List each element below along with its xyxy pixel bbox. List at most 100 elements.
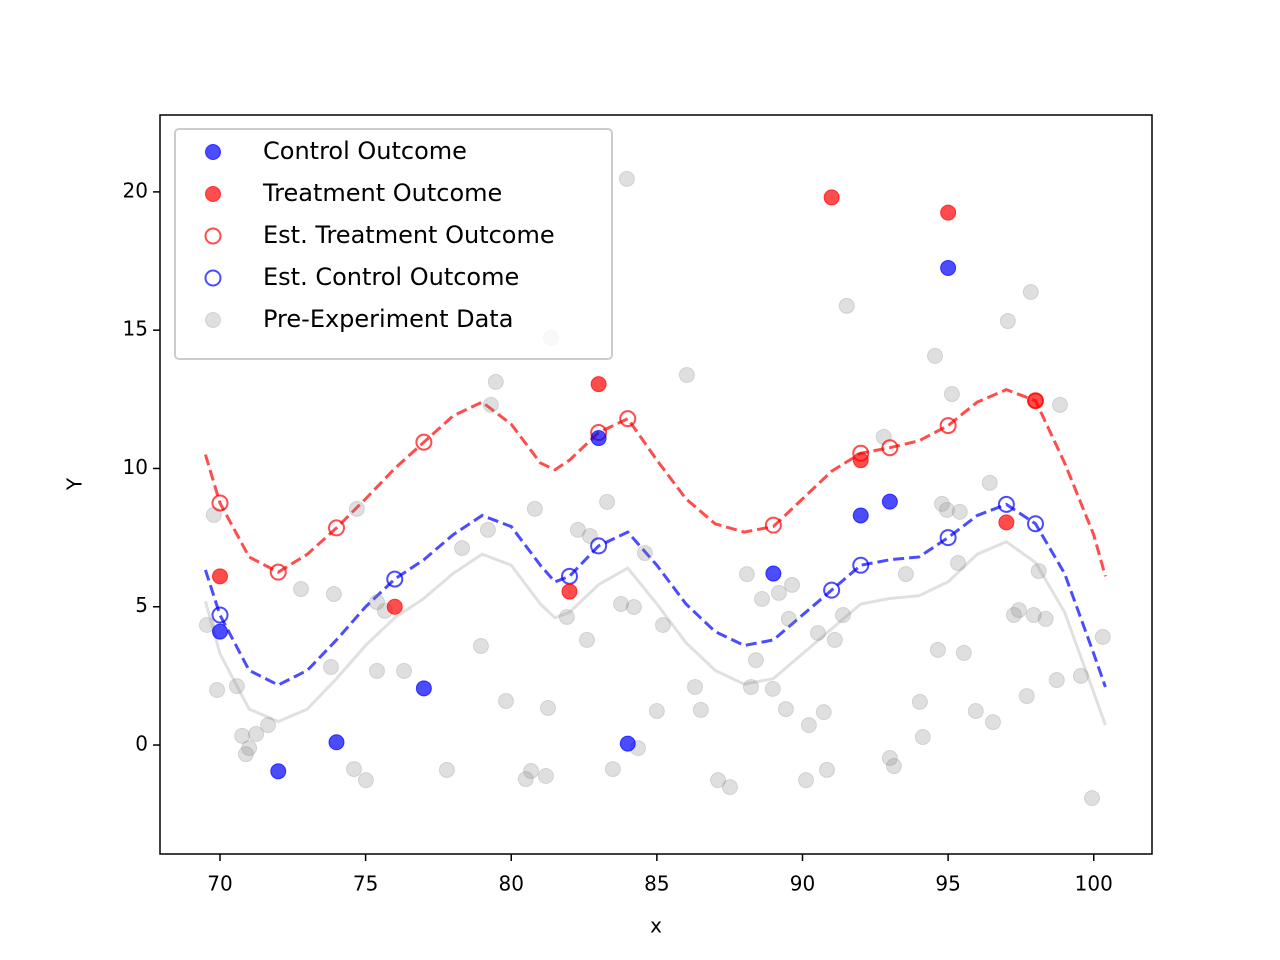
point: [386, 570, 404, 588]
point: [269, 563, 287, 581]
point: [738, 566, 755, 583]
y-tick-label: 20: [123, 178, 148, 202]
legend-label: Pre-Experiment Data: [263, 305, 513, 333]
point: [1025, 607, 1042, 624]
point: [581, 527, 598, 544]
point: [1037, 610, 1054, 627]
point: [357, 772, 374, 789]
point: [939, 417, 957, 435]
point: [1084, 790, 1101, 807]
point: [498, 693, 515, 710]
point: [1072, 667, 1089, 684]
legend-marker: [204, 227, 222, 245]
point: [951, 503, 968, 520]
point: [211, 568, 228, 585]
point: [560, 567, 578, 585]
point: [929, 641, 946, 658]
point: [934, 495, 951, 512]
point: [479, 521, 496, 538]
y-axis-label: Y: [63, 477, 87, 491]
point: [1051, 396, 1068, 413]
point: [211, 623, 228, 640]
point: [348, 500, 365, 517]
x-tick-label: 70: [207, 872, 232, 896]
point: [823, 581, 841, 599]
point: [852, 556, 870, 574]
point: [619, 735, 636, 752]
point: [438, 761, 455, 778]
point: [590, 430, 607, 447]
point: [911, 693, 928, 710]
point: [590, 537, 608, 555]
legend-box: [174, 128, 613, 360]
point: [797, 772, 814, 789]
point: [777, 701, 794, 718]
point: [938, 501, 955, 518]
point: [292, 581, 309, 598]
point: [539, 699, 556, 716]
point: [234, 727, 251, 744]
point: [325, 586, 342, 603]
point: [881, 750, 898, 767]
x-axis-label: x: [650, 914, 662, 938]
point: [248, 725, 265, 742]
point: [396, 662, 413, 679]
point: [721, 779, 738, 796]
point: [618, 170, 635, 187]
point: [997, 495, 1015, 513]
point: [636, 545, 653, 562]
point: [881, 493, 898, 510]
point: [599, 493, 616, 510]
point: [765, 565, 782, 582]
point: [228, 678, 245, 695]
point: [815, 704, 832, 721]
point: [838, 297, 855, 314]
legend: Control Outcome Treatment Outcome Est. Tre…: [174, 128, 613, 360]
point: [415, 433, 433, 451]
point: [687, 678, 704, 695]
point: [984, 714, 1001, 731]
point: [482, 396, 499, 413]
point: [764, 516, 782, 534]
point: [834, 607, 851, 624]
point: [710, 772, 727, 789]
point: [590, 376, 607, 393]
point: [950, 555, 967, 572]
point: [1094, 628, 1111, 645]
point: [940, 204, 957, 221]
y-tick-label: 10: [123, 455, 148, 479]
x-tick-label: 85: [644, 872, 669, 896]
point: [327, 519, 345, 537]
point: [897, 566, 914, 583]
point: [613, 595, 630, 612]
point: [742, 678, 759, 695]
x-tick-label: 95: [935, 872, 960, 896]
point: [454, 540, 471, 557]
point: [654, 616, 671, 633]
point: [322, 659, 339, 676]
point: [209, 681, 226, 698]
point: [998, 514, 1015, 531]
point: [1018, 688, 1035, 705]
legend-label: Est. Treatment Outcome: [263, 221, 555, 249]
point: [415, 680, 432, 697]
point: [852, 507, 869, 524]
point: [800, 717, 817, 734]
plot-frame: [159, 114, 1153, 855]
point: [260, 717, 277, 734]
point: [940, 259, 957, 276]
x-tick-label: 100: [1075, 872, 1113, 896]
point: [237, 746, 254, 763]
point: [818, 761, 835, 778]
point: [368, 594, 385, 611]
point: [648, 703, 665, 720]
legend-label: Control Outcome: [263, 137, 467, 165]
point: [1010, 602, 1027, 619]
point: [999, 313, 1016, 330]
point: [747, 652, 764, 669]
point: [558, 608, 575, 625]
point: [487, 373, 504, 390]
legend-marker: [204, 269, 222, 287]
